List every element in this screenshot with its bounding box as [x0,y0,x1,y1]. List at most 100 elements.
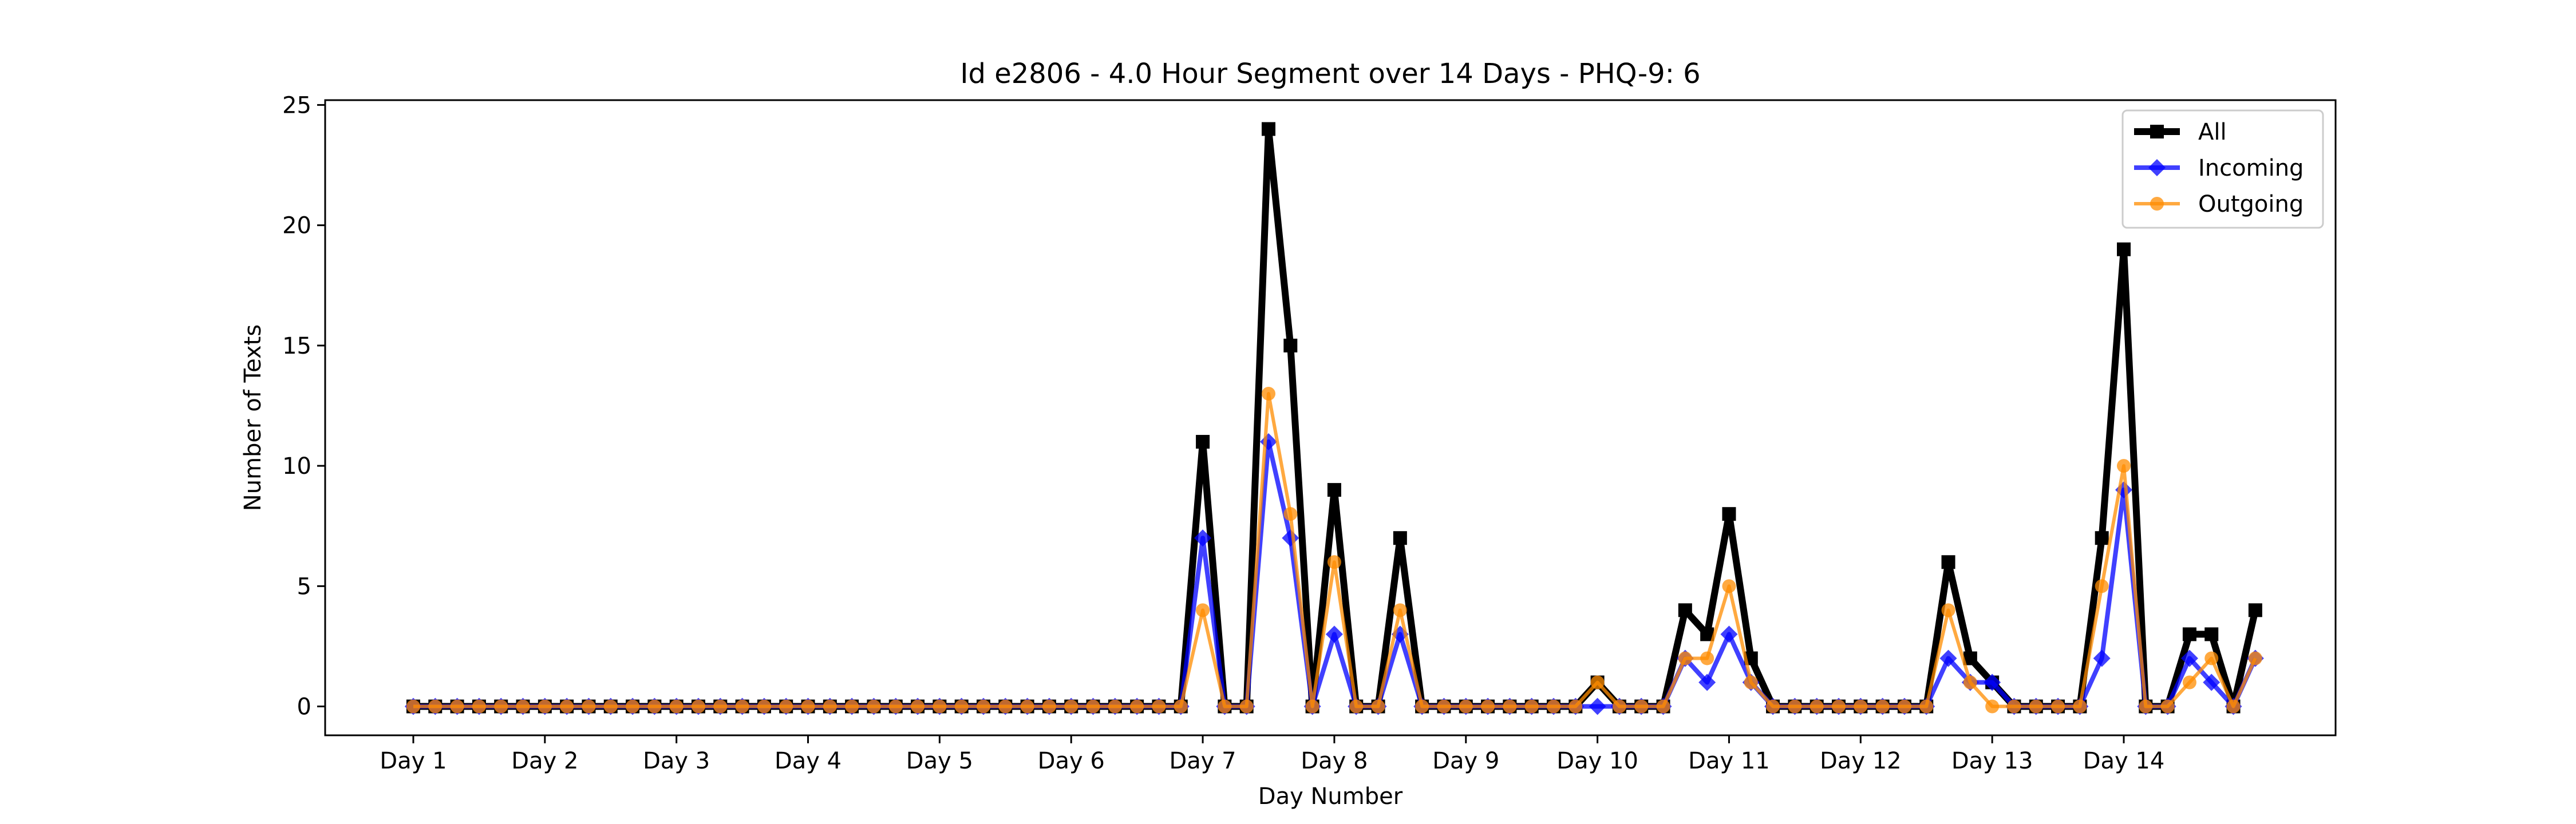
data-point-outgoing [2073,699,2087,714]
data-point-all [2117,242,2131,256]
data-point-incoming [2203,674,2221,691]
data-point-outgoing [1590,675,1605,690]
x-tick-label: Day 5 [906,748,973,774]
data-point-outgoing [2160,699,2175,714]
x-tick-label: Day 3 [643,748,710,774]
data-point-outgoing [2007,699,2021,714]
data-point-outgoing [1656,699,1670,714]
data-point-outgoing [1634,699,1649,714]
data-point-outgoing [626,699,640,714]
y-tick-label: 20 [282,213,311,239]
y-axis: 0 5 10 15 20 25 [282,92,325,720]
data-point-all [2248,603,2262,617]
data-point-outgoing [428,699,442,714]
data-point-outgoing [1042,699,1056,714]
chart-title: Id e2806 - 4.0 Hour Segment over 14 Days… [960,58,1700,90]
data-point-outgoing [1371,699,1385,714]
data-point-outgoing [1503,699,1517,714]
data-point-incoming [1325,625,1343,643]
data-point-outgoing [1568,699,1583,714]
y-tick-label: 0 [297,694,311,720]
data-point-outgoing [2182,675,2196,690]
data-point-outgoing [1481,699,1495,714]
data-point-outgoing [1854,699,1868,714]
data-point-all [1941,555,1955,569]
x-tick-label: Day 9 [1432,748,1499,774]
legend-marker-outgoing [2150,197,2164,211]
data-point-incoming [1589,698,1606,715]
data-point-incoming [1698,674,1716,691]
x-tick-label: Day 11 [1688,748,1770,774]
data-point-outgoing [1152,699,1166,714]
data-point-outgoing [603,699,618,714]
data-point-outgoing [1744,675,1758,690]
data-point-outgoing [1196,603,1210,617]
x-tick-label: Day 14 [2083,748,2165,774]
data-point-outgoing [998,699,1013,714]
y-tick-label: 15 [282,333,311,359]
data-point-outgoing [1897,699,1911,714]
data-point-incoming [1194,529,1212,547]
data-point-outgoing [954,699,969,714]
data-point-outgoing [1086,699,1100,714]
data-point-all [1196,435,1210,449]
data-point-outgoing [1766,699,1780,714]
data-point-outgoing [977,699,990,714]
data-point-outgoing [2204,651,2219,665]
data-point-outgoing [757,699,771,714]
data-point-outgoing [692,699,705,714]
data-point-outgoing [1283,507,1298,521]
data-point-outgoing [516,699,530,714]
data-point-all [1327,483,1341,497]
x-tick-label: Day 12 [1820,748,1902,774]
data-point-outgoing [1262,386,1275,401]
data-point-outgoing [779,699,793,714]
data-point-outgoing [1722,579,1736,593]
data-point-outgoing [560,699,574,714]
data-point-outgoing [1832,699,1846,714]
data-point-outgoing [1327,555,1341,569]
data-point-outgoing [1700,651,1714,665]
data-point-outgoing [735,699,749,714]
data-point-incoming [1939,649,1957,667]
data-point-outgoing [1130,699,1144,714]
data-point-outgoing [2117,459,2131,473]
data-point-outgoing [823,699,837,714]
data-point-outgoing [1809,699,1824,714]
legend-marker-all [2150,125,2164,138]
data-point-outgoing [1788,699,1802,714]
data-point-outgoing [538,699,552,714]
data-point-outgoing [2248,651,2262,665]
data-point-incoming [2180,649,2198,667]
x-tick-label: Day 6 [1038,748,1105,774]
data-point-all [1722,507,1736,521]
y-tick-label: 10 [282,453,311,480]
data-point-outgoing [1239,699,1254,714]
data-point-outgoing [1985,699,2000,714]
data-point-outgoing [1963,675,1977,690]
data-point-outgoing [911,699,925,714]
data-point-outgoing [1612,699,1626,714]
data-point-outgoing [2095,579,2109,593]
data-point-all [1678,603,1692,617]
y-axis-label: Number of Texts [240,324,266,511]
data-point-outgoing [845,699,859,714]
data-point-outgoing [2226,699,2241,714]
data-point-outgoing [1108,699,1122,714]
x-axis-label: Day Number [1258,783,1403,810]
x-tick-label: Day 1 [380,748,447,774]
data-point-outgoing [2051,699,2065,714]
y-tick-label: 5 [297,573,311,600]
data-point-outgoing [1064,699,1078,714]
data-point-incoming [2093,649,2111,667]
x-axis: Day 1 Day 2 Day 3 Day 4 Day 5 Day 6 Day 7 Day 8… [380,735,2164,774]
data-point-all [1393,531,1407,545]
data-point-outgoing [1305,699,1319,714]
data-point-outgoing [801,699,815,714]
data-point-outgoing [1218,699,1232,714]
data-point-all [1283,338,1298,352]
legend-label-all: All [2198,119,2227,145]
series-layer [405,122,2264,715]
data-point-outgoing [2139,699,2153,714]
